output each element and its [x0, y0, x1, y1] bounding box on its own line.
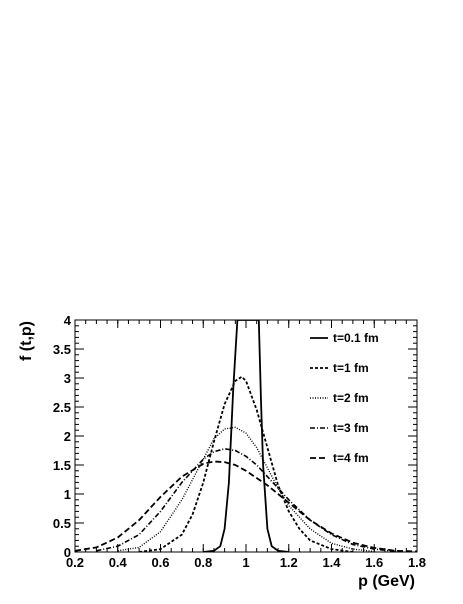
y-tick-label: 3	[64, 371, 71, 386]
x-tick-label: 0.6	[151, 555, 169, 570]
legend-label-t-3-fm: t=3 fm	[333, 421, 369, 435]
y-tick-label: 0	[64, 545, 71, 560]
legend-label-t-0-1-fm: t=0.1 fm	[333, 331, 379, 345]
x-tick-label: 0.8	[194, 555, 212, 570]
series-line-t-1-fm	[138, 375, 354, 552]
series-line-t-2-fm	[117, 426, 375, 552]
series-line-t-3-fm	[96, 447, 396, 552]
legend-label-t-1-fm: t=1 fm	[333, 361, 369, 375]
y-tick-label: 1.5	[53, 458, 71, 473]
y-axis-title: f (t,p)	[18, 321, 35, 361]
y-tick-label: 0.5	[53, 516, 71, 531]
y-tick-label: 4	[64, 313, 72, 328]
y-tick-label: 3.5	[53, 342, 71, 357]
plot-frame	[74, 319, 418, 553]
x-tick-label: 1.6	[365, 555, 383, 570]
y-tick-label: 2	[64, 429, 71, 444]
legend-label-t-2-fm: t=2 fm	[333, 391, 369, 405]
x-tick-label: 1.4	[322, 555, 341, 570]
x-tick-label: 1.8	[408, 555, 426, 570]
series-line-t-4-fm	[75, 460, 417, 552]
series-line-t-0-1-fm	[203, 320, 289, 552]
y-tick-label: 1	[64, 487, 71, 502]
x-tick-label: 0.2	[66, 555, 84, 570]
legend-label-t-4-fm: t=4 fm	[333, 451, 369, 465]
x-tick-label: 1.2	[280, 555, 298, 570]
y-tick-label: 2.5	[53, 400, 71, 415]
x-axis-title: p (GeV)	[358, 573, 415, 590]
x-tick-label: 1	[242, 555, 249, 570]
x-tick-label: 0.4	[109, 555, 128, 570]
